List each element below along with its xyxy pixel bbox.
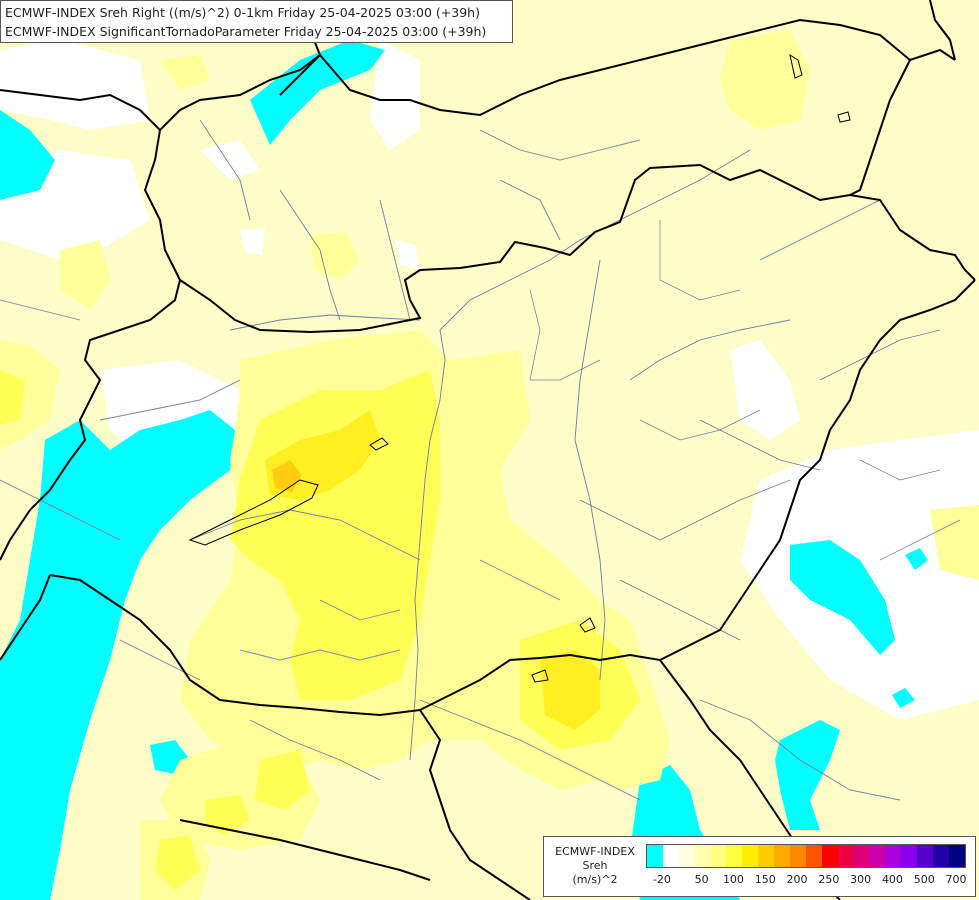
legend-swatch-14: [869, 845, 886, 867]
legend-unit: (m/s)^2: [572, 873, 618, 886]
legend-source: ECMWF-INDEX: [555, 845, 635, 858]
border-nw-top: [0, 89, 141, 111]
legend-swatch-12: [837, 845, 854, 867]
legend-variable: Sreh: [582, 859, 608, 872]
legend-swatch-19: [948, 845, 965, 867]
legend-tick-label: 200: [786, 873, 808, 886]
border-slovakia-hungary: [179, 163, 976, 334]
legend-tick-label: 100: [722, 873, 744, 886]
legend-swatch-1: [662, 845, 679, 867]
legend-swatch-13: [853, 845, 870, 867]
lake-balaton: [188, 479, 319, 546]
legend-swatch-15: [885, 845, 902, 867]
legend-tick-label: -20: [652, 873, 671, 886]
border-hungary-romania: [419, 279, 976, 711]
border-ne-top: [929, 0, 956, 61]
legend-swatch-7: [758, 845, 775, 867]
legend-swatch-0: [647, 845, 663, 867]
border-slovenia: [0, 509, 31, 561]
lakes: [188, 53, 851, 683]
legend-swatch-6: [742, 845, 759, 867]
legend-tick-label: 50: [694, 873, 709, 886]
region-borders: [0, 220, 961, 621]
legend-tick-label: 250: [818, 873, 840, 886]
legend-swatch-4: [710, 845, 727, 867]
border-hungary-croatia: [49, 574, 421, 717]
legend-swatch-9: [790, 845, 806, 867]
legend-swatch-17: [917, 845, 934, 867]
legend-swatch-11: [821, 845, 838, 867]
border-poland-slovakia: [319, 18, 956, 117]
legend-swatch-8: [774, 845, 791, 867]
legend-ticks: -20 50 100 150 200 250 300 400 500 700: [646, 873, 971, 889]
map-title-box: ECMWF-INDEX Sreh Right ((m/s)^2) 0-1km F…: [0, 0, 513, 43]
legend-swatches: [646, 844, 966, 868]
legend-tick-label: 400: [881, 873, 903, 886]
legend-swatch-10: [805, 845, 822, 867]
legend-tick-label: 500: [913, 873, 935, 886]
border-bosnia: [0, 574, 51, 661]
legend-swatch-2: [678, 845, 695, 867]
legend-swatch-18: [933, 845, 949, 867]
border-bottom-west: [179, 819, 431, 881]
color-legend: ECMWF-INDEX Sreh (m/s)^2 -20 50 100 150 200 2…: [543, 836, 976, 897]
legend-tick-label: 300: [850, 873, 872, 886]
border-czech-slovakia: [159, 54, 321, 131]
border-croatia-serbia: [419, 709, 531, 900]
legend-tick-label: 150: [754, 873, 776, 886]
border-hungary-austria: [29, 279, 181, 511]
legend-swatch-5: [726, 845, 743, 867]
legend-labels: ECMWF-INDEX Sreh (m/s)^2: [548, 845, 642, 887]
border-ukraine: [849, 59, 911, 196]
map-title-line-2: ECMWF-INDEX SignificantTornadoParameter …: [5, 24, 487, 39]
legend-swatch-3: [694, 845, 711, 867]
legend-swatch-16: [901, 845, 918, 867]
map-title-line-1: ECMWF-INDEX Sreh Right ((m/s)^2) 0-1km F…: [5, 5, 480, 20]
legend-tick-label: 700: [945, 873, 967, 886]
rivers: [0, 119, 941, 801]
